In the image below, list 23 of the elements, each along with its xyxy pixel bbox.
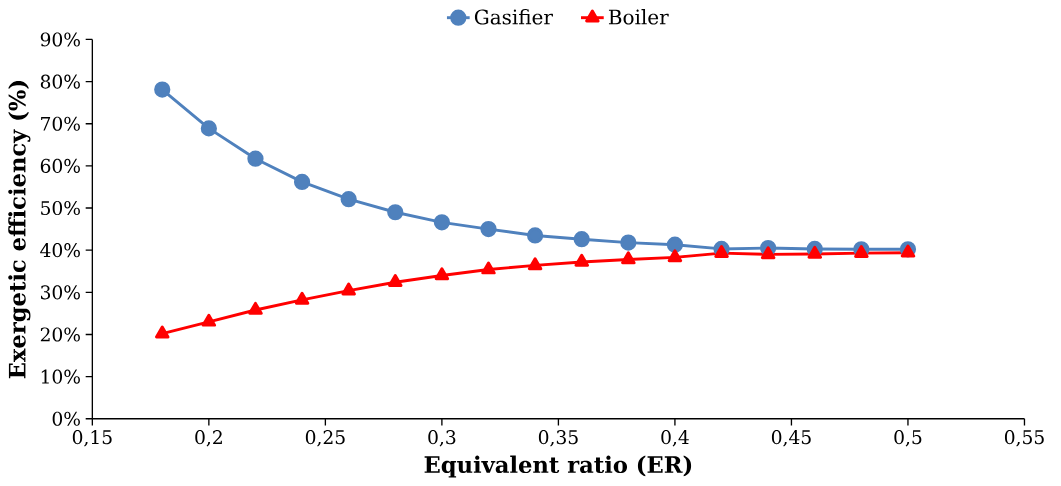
x-tick-label: 0,35 [538,430,578,447]
y-tick-label: 90% [40,32,80,47]
y-tick-label: 60% [40,158,80,174]
y-tick-label: 10% [41,369,80,384]
x-tick-label: 0,2 [195,430,222,447]
legend-label: Gasifier [474,9,553,25]
y-tick-label: 70% [41,116,80,131]
x-axis-title: Equivalent ratio (ER) [424,455,692,478]
x-tick-label: 0,15 [72,430,112,447]
y-tick-label: 0% [52,411,80,426]
x-tick-label: 0,5 [894,430,922,447]
legend-label: Boiler [608,9,669,25]
x-tick-label: 0,55 [1004,430,1044,447]
y-axis-title: Exergetic efficiency (%) [8,81,31,379]
y-tick-label: 30% [40,285,80,300]
x-tick-label: 0,45 [771,430,811,447]
y-tick-label: 40% [40,243,80,258]
x-tick-label: 0,4 [661,430,689,447]
x-tick-label: 0,25 [305,430,345,447]
y-tick-label: 80% [40,74,80,89]
x-tick-label: 0,3 [428,430,456,447]
y-tick-label: 50% [41,201,80,216]
y-tick-label: 20% [40,327,80,342]
